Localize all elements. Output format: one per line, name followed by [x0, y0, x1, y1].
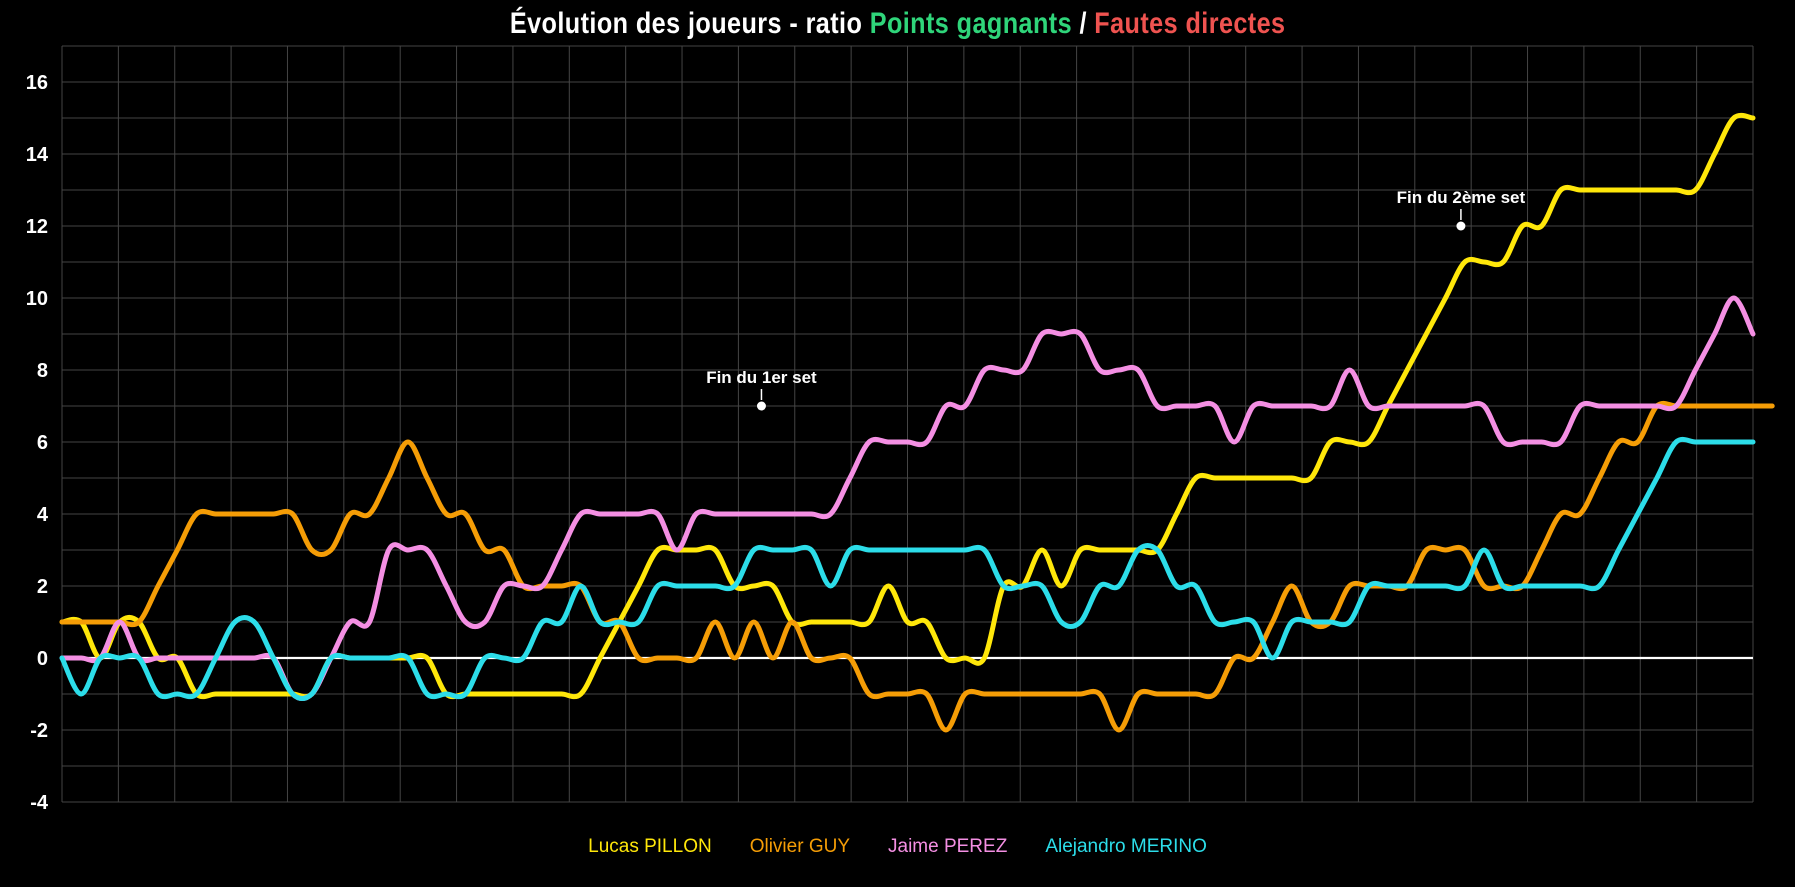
series-line-jaime-perez [59, 295, 1756, 701]
annotation-label: Fin du 2ème set [1397, 188, 1526, 207]
y-tick-label: -2 [30, 720, 48, 742]
chart-title: Évolution des joueurs - ratio Points gag… [0, 4, 1795, 46]
set-annotations: Fin du 1er set Fin du 2ème set [706, 188, 1525, 411]
y-tick-label: -4 [30, 792, 49, 814]
y-axis-labels: -4 -2 0 2 4 6 8 10 12 14 16 [26, 72, 49, 814]
annotation-dot [1456, 221, 1466, 231]
annotation-dot [756, 401, 766, 411]
legend-item-olivier-guy: Olivier GUY [749, 836, 850, 857]
series-line-alejandro-merino [59, 436, 1756, 701]
legend-item-lucas-pillon: Lucas PILLON [588, 836, 712, 857]
chart-legend: Lucas PILLON Olivier GUY Jaime PEREZ Alejan… [0, 836, 1795, 858]
title-separator: / [1071, 7, 1095, 40]
legend-item-alejandro-merino: Alejandro MERINO [1045, 836, 1207, 857]
title-points-gagnants: Points gagnants [869, 7, 1072, 40]
y-tick-label: 8 [37, 360, 48, 382]
series-lines [59, 112, 1775, 733]
legend-item-jaime-perez: Jaime PEREZ [888, 836, 1008, 857]
title-prefix: Évolution des joueurs - ratio [509, 7, 870, 40]
annotation-fin-du-2ème-set: Fin du 2ème set [1397, 188, 1526, 231]
y-tick-label: 10 [26, 288, 48, 310]
y-tick-label: 4 [37, 504, 49, 526]
title-fautes-directes: Fautes directes [1094, 7, 1286, 40]
y-tick-label: 0 [37, 648, 48, 670]
y-tick-label: 2 [37, 576, 48, 598]
y-tick-label: 14 [26, 144, 49, 166]
y-tick-label: 6 [37, 432, 48, 454]
chart-title-text: Évolution des joueurs - ratio Points gag… [510, 4, 1286, 44]
y-tick-label: 12 [26, 216, 48, 238]
annotation-fin-du-1er-set: Fin du 1er set [706, 368, 817, 411]
series-line-olivier-guy [59, 400, 1775, 733]
annotation-label: Fin du 1er set [706, 368, 817, 387]
y-tick-label: 16 [26, 72, 48, 94]
